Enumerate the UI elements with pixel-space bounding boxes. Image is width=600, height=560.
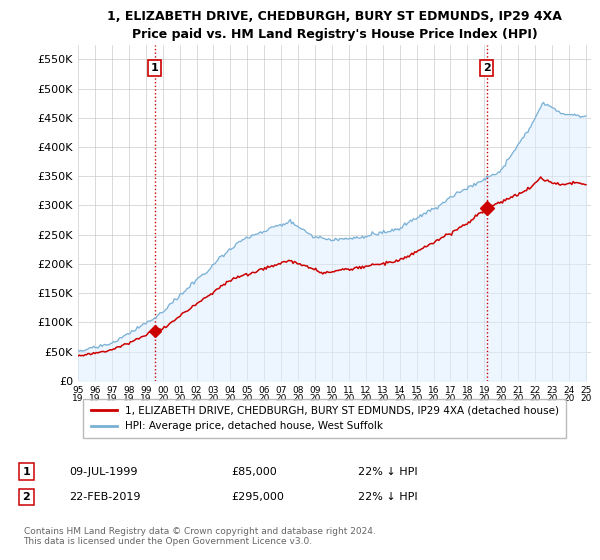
Text: £295,000: £295,000 — [231, 492, 284, 502]
Text: 2: 2 — [482, 63, 490, 73]
Text: 09-JUL-1999: 09-JUL-1999 — [70, 467, 138, 477]
Text: 22% ↓ HPI: 22% ↓ HPI — [358, 467, 417, 477]
Text: 1: 1 — [23, 467, 30, 477]
Text: 22-FEB-2019: 22-FEB-2019 — [70, 492, 141, 502]
Title: 1, ELIZABETH DRIVE, CHEDBURGH, BURY ST EDMUNDS, IP29 4XA
Price paid vs. HM Land : 1, ELIZABETH DRIVE, CHEDBURGH, BURY ST E… — [107, 10, 562, 41]
Legend: 1, ELIZABETH DRIVE, CHEDBURGH, BURY ST EDMUNDS, IP29 4XA (detached house), HPI: : 1, ELIZABETH DRIVE, CHEDBURGH, BURY ST E… — [83, 399, 566, 438]
Text: 22% ↓ HPI: 22% ↓ HPI — [358, 492, 417, 502]
Text: 1: 1 — [151, 63, 158, 73]
Text: £85,000: £85,000 — [231, 467, 277, 477]
Text: 2: 2 — [23, 492, 30, 502]
Text: Contains HM Land Registry data © Crown copyright and database right 2024.
This d: Contains HM Land Registry data © Crown c… — [23, 526, 375, 546]
